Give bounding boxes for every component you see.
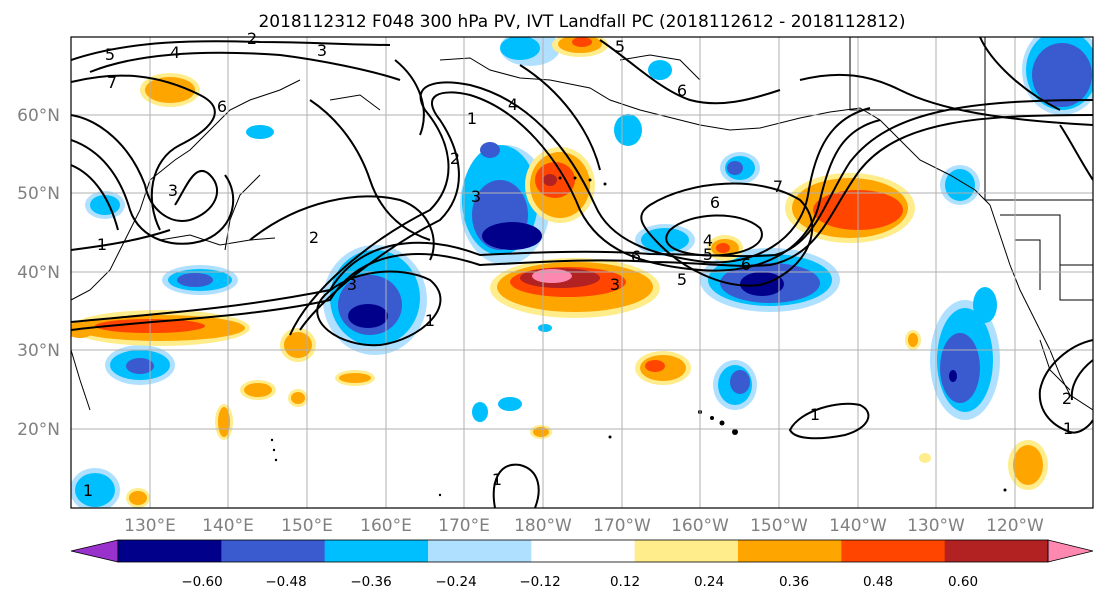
- colorbar-segment: [324, 540, 429, 562]
- contour-label: 5: [105, 45, 115, 64]
- contour-label: 2: [450, 149, 460, 168]
- lat-label: 60°N: [17, 106, 60, 126]
- contour-label: 2: [1062, 389, 1072, 408]
- colorbar-tick-labels: −0.60 −0.48 −0.36 −0.24 −0.12 0.12 0.24 …: [181, 574, 978, 590]
- contour-label: 5: [703, 245, 713, 264]
- colorbar-segment: [944, 540, 1049, 562]
- colorbar-extension-high: [1047, 539, 1094, 563]
- contour-label: 1: [425, 311, 435, 330]
- colorbar: −0.60 −0.48 −0.36 −0.24 −0.12 0.12 0.24 …: [70, 539, 1094, 590]
- contour-label: 6: [710, 193, 720, 212]
- colorbar-segment: [841, 540, 946, 562]
- contour-label: 7: [107, 73, 117, 92]
- contour-label: 4: [508, 95, 518, 114]
- lon-label: 150°E: [281, 516, 333, 536]
- lon-label: 150°W: [750, 516, 808, 536]
- colorbar-tick-label: 0.24: [694, 574, 724, 590]
- lon-label: 180°W: [514, 516, 572, 536]
- contour-label: 7: [773, 177, 783, 196]
- lon-label: 120°W: [986, 516, 1044, 536]
- figure-title: 2018112312 F048 300 hPa PV, IVT Landfall…: [258, 12, 905, 32]
- colorbar-tick-label: −0.60: [181, 574, 222, 590]
- contour-label: 1: [467, 109, 477, 128]
- contour-label: 6: [217, 97, 227, 116]
- colorbar-tick-label: 0.12: [610, 574, 640, 590]
- colorbar-tick-label: −0.12: [519, 574, 560, 590]
- colorbar-segment: [118, 540, 222, 562]
- contour-label: 3: [471, 187, 481, 206]
- contour-label: 3: [610, 275, 620, 294]
- contour-label: 1: [492, 470, 502, 489]
- contour-label: 2: [247, 29, 257, 48]
- colorbar-extension-low: [70, 539, 119, 563]
- colorbar-frame: [117, 539, 1049, 563]
- contour-label: 6: [741, 255, 751, 274]
- lat-labels: 60°N 50°N 40°N 30°N 20°N: [17, 106, 60, 440]
- lon-label: 170°E: [438, 516, 490, 536]
- contour-labels: 5 4 2 3 7 6 1 2 3 4 1 2 3 5 6 7 6 4 5 6 …: [83, 29, 1073, 500]
- colorbar-segments: [70, 539, 1094, 563]
- contour-label: 1: [1063, 419, 1073, 438]
- coastlines: [71, 37, 1093, 411]
- map-frame: [70, 36, 1094, 509]
- contour-label: 6: [631, 247, 641, 266]
- lon-label: 160°E: [360, 516, 412, 536]
- colorbar-segment: [531, 540, 636, 562]
- lon-label: 160°W: [671, 516, 729, 536]
- contour-label: 1: [83, 481, 93, 500]
- contour-label: 5: [615, 37, 625, 56]
- colorbar-tick-label: 0.48: [863, 574, 893, 590]
- contour-label: 1: [810, 405, 820, 424]
- colorbar-tick-label: 0.60: [948, 574, 978, 590]
- contour-label: 5: [677, 270, 687, 289]
- lon-label: 140°W: [829, 516, 887, 536]
- lon-label: 140°E: [202, 516, 254, 536]
- shade-navy: [348, 222, 957, 382]
- lon-label: 130°W: [907, 516, 965, 536]
- contour-label: 4: [170, 43, 180, 62]
- colorbar-segment: [738, 540, 842, 562]
- colorbar-segment: [428, 540, 532, 562]
- colorbar-tick-label: −0.36: [350, 574, 391, 590]
- colorbar-segment: [634, 540, 739, 562]
- pv-contours: [71, 37, 1093, 508]
- shade-pink: [532, 269, 572, 283]
- contour-label: 6: [677, 81, 687, 100]
- colorbar-segment: [221, 540, 326, 562]
- lon-label: 170°W: [593, 516, 651, 536]
- colorbar-tick-label: −0.24: [435, 574, 476, 590]
- lat-label: 50°N: [17, 184, 60, 204]
- lat-label: 40°N: [17, 263, 60, 283]
- contour-label: 3: [347, 275, 357, 294]
- colorbar-tick-label: 0.36: [779, 574, 809, 590]
- map-panel: 5 4 2 3 7 6 1 2 3 4 1 2 3 5 6 7 6 4 5 6 …: [70, 29, 1094, 509]
- lat-label: 30°N: [17, 341, 60, 361]
- lat-label: 20°N: [17, 420, 60, 440]
- lon-labels: 130°E 140°E 150°E 160°E 170°E 180°W 170°…: [124, 516, 1044, 536]
- contour-label: 2: [309, 228, 319, 247]
- contour-label: 3: [317, 41, 327, 60]
- contour-label: 1: [97, 235, 107, 254]
- contour-label: 4: [703, 231, 713, 250]
- lon-label: 130°E: [124, 516, 176, 536]
- colorbar-tick-label: −0.48: [265, 574, 306, 590]
- contour-label: 3: [168, 181, 178, 200]
